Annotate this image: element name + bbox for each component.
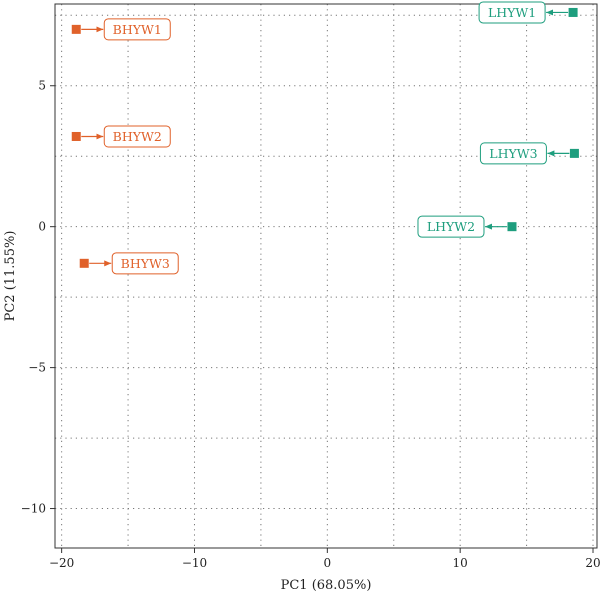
point-label-box: [478, 1, 546, 24]
x-tick-label: −10: [182, 556, 207, 570]
y-tick-label: 5: [38, 79, 46, 93]
axis-ticks: −20 −10 0 10 20 −10 −5 0 5: [21, 79, 600, 570]
point-marker: [79, 258, 89, 268]
y-tick-label: 0: [38, 220, 46, 234]
point-label-box: [479, 142, 547, 165]
point-label: LHYW3: [489, 146, 537, 161]
point-marker: [71, 131, 81, 141]
point-label-box: [417, 215, 485, 238]
point-marker: [71, 24, 81, 34]
plot-frame: [54, 3, 598, 549]
point-lhyw1: LHYW1: [478, 1, 578, 24]
x-tick-label: −20: [49, 556, 74, 570]
y-axis-title: PC2 (11.55%): [3, 231, 18, 322]
point-label: LHYW1: [488, 5, 536, 20]
x-tick-label: 20: [585, 556, 600, 570]
data-points: BHYW1 BHYW2 BHYW3 LHYW1 LHYW3 LHYW2: [71, 1, 579, 275]
grid-lines: [55, 4, 597, 548]
point-marker: [507, 222, 517, 232]
point-label: BHYW3: [121, 256, 170, 271]
x-axis-title: PC1 (68.05%): [281, 578, 372, 593]
point-label: LHYW2: [427, 219, 475, 234]
point-label: BHYW1: [113, 22, 162, 37]
point-label-box: [111, 252, 179, 275]
point-marker: [569, 148, 579, 158]
y-tick-label: −10: [21, 502, 46, 516]
point-lhyw2: LHYW2: [417, 215, 517, 238]
point-bhyw1: BHYW1: [71, 18, 171, 41]
y-tick-label: −5: [28, 361, 46, 375]
x-tick-label: 0: [324, 556, 332, 570]
point-label-box: [103, 18, 171, 41]
x-tick-label: 10: [453, 556, 468, 570]
point-bhyw2: BHYW2: [71, 125, 171, 148]
point-marker: [568, 7, 578, 17]
point-label: BHYW2: [113, 129, 162, 144]
point-bhyw3: BHYW3: [79, 252, 179, 275]
point-lhyw3: LHYW3: [479, 142, 579, 165]
point-label-box: [103, 125, 171, 148]
